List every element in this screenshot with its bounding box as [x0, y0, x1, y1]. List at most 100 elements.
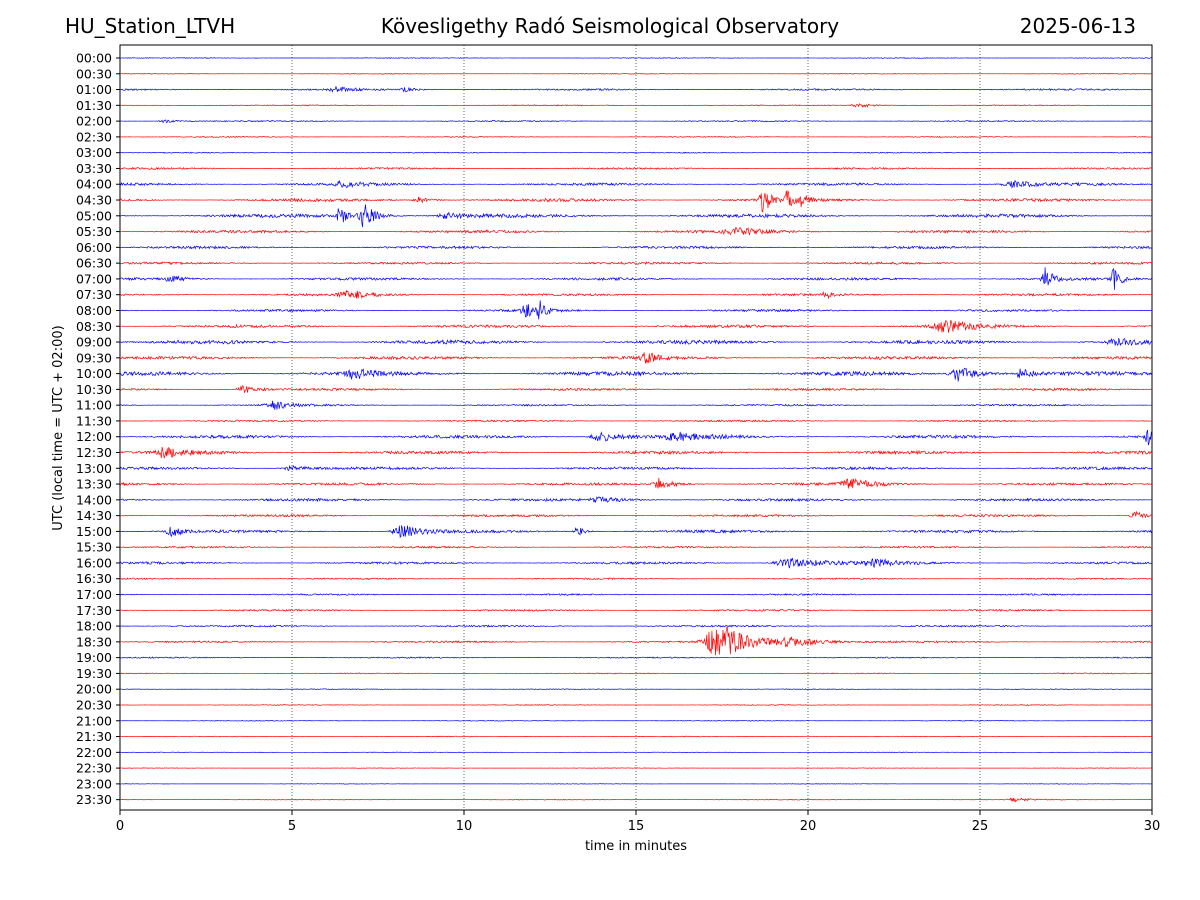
row-label-13: 06:30: [76, 256, 112, 271]
row-label-1: 00:30: [76, 66, 112, 81]
trace-row-5: [119, 135, 1153, 138]
trace-row-0: [119, 57, 1153, 59]
row-label-14: 07:00: [76, 271, 112, 286]
row-label-37: 18:30: [76, 634, 112, 649]
trace-row-34: [119, 593, 1153, 596]
row-label-10: 05:00: [76, 208, 112, 223]
row-label-33: 16:30: [76, 571, 112, 586]
trace-row-4: [119, 119, 1153, 124]
trace-row-31: [119, 545, 1153, 549]
trace-row-28: [119, 496, 1153, 503]
row-label-31: 15:30: [76, 540, 112, 555]
row-label-12: 06:00: [76, 240, 112, 255]
row-label-36: 18:00: [76, 619, 112, 634]
row-label-6: 03:00: [76, 145, 112, 160]
trace-row-41: [119, 704, 1153, 706]
row-label-30: 15:00: [76, 524, 112, 539]
trace-row-14: [119, 267, 1153, 290]
trace-row-2: [119, 86, 1153, 93]
trace-row-22: [119, 400, 1153, 410]
trace-row-45: [119, 767, 1153, 769]
observatory-name: Kövesligethy Radó Seismological Observat…: [380, 14, 840, 38]
trace-row-24: [119, 429, 1153, 446]
trace-row-29: [119, 510, 1153, 519]
row-label-29: 14:30: [76, 508, 112, 523]
x-tick-label-0: 0: [116, 819, 124, 834]
row-label-34: 17:00: [76, 587, 112, 602]
trace-row-18: [119, 337, 1153, 347]
row-label-15: 07:30: [76, 287, 112, 302]
trace-row-30: [119, 525, 1153, 538]
row-label-27: 13:30: [76, 477, 112, 492]
row-label-11: 05:30: [76, 224, 112, 239]
y-axis-label: UTC (local time = UTC + 02:00): [51, 325, 66, 530]
trace-row-11: [119, 227, 1153, 236]
row-label-4: 02:00: [76, 114, 112, 129]
x-axis-label: time in minutes: [585, 839, 687, 854]
row-label-9: 04:30: [76, 193, 112, 208]
trace-row-3: [119, 103, 1153, 108]
row-label-8: 04:00: [76, 177, 112, 192]
row-label-16: 08:00: [76, 303, 112, 318]
row-label-38: 19:00: [76, 650, 112, 665]
row-label-26: 13:00: [76, 461, 112, 476]
row-label-20: 10:00: [76, 366, 112, 381]
x-axis-ticks: 0 5 10 15 20 25 30: [116, 810, 1160, 834]
trace-row-26: [119, 464, 1153, 471]
trace-row-20: [119, 367, 1153, 382]
row-label-25: 12:30: [76, 445, 112, 460]
trace-row-40: [120, 688, 1153, 691]
trace-row-42: [119, 719, 1153, 722]
row-label-32: 16:00: [76, 555, 112, 570]
row-label-41: 20:30: [76, 697, 112, 712]
row-label-40: 20:00: [76, 682, 112, 697]
trace-row-32: [119, 557, 1153, 569]
trace-row-9: [119, 190, 1153, 213]
x-tick-label-4: 20: [800, 819, 817, 834]
trace-row-8: [119, 179, 1153, 189]
row-label-7: 03:30: [76, 161, 112, 176]
row-label-21: 10:30: [76, 382, 112, 397]
trace-row-46: [119, 783, 1153, 785]
trace-row-15: [119, 289, 1153, 300]
trace-row-38: [119, 656, 1153, 659]
row-time-labels: 00:0000:3001:0001:3002:0002:3003:0003:30…: [76, 51, 120, 807]
row-label-19: 09:30: [76, 350, 112, 365]
vertical-gridlines: [291, 45, 981, 810]
row-label-5: 02:30: [76, 129, 112, 144]
row-label-45: 22:30: [76, 761, 112, 776]
row-label-39: 19:30: [76, 666, 112, 681]
trace-row-13: [119, 261, 1153, 266]
row-label-2: 01:00: [76, 82, 112, 97]
trace-row-43: [119, 735, 1153, 738]
trace-row-44: [119, 751, 1153, 753]
row-label-3: 01:30: [76, 98, 112, 113]
station-name: HU_Station_LTVH: [65, 14, 236, 38]
row-label-17: 08:30: [76, 319, 112, 334]
trace-row-27: [119, 477, 1153, 489]
row-label-46: 23:00: [76, 776, 112, 791]
trace-row-19: [119, 352, 1153, 364]
trace-row-6: [119, 151, 1153, 154]
trace-row-25: [119, 446, 1153, 459]
trace-row-21: [119, 385, 1153, 393]
row-label-42: 21:00: [76, 713, 112, 728]
row-label-43: 21:30: [76, 729, 112, 744]
trace-row-12: [119, 245, 1153, 250]
trace-row-1: [119, 72, 1153, 75]
x-tick-label-5: 25: [972, 819, 989, 834]
trace-row-16: [119, 300, 1153, 320]
row-label-47: 23:30: [76, 792, 112, 807]
trace-row-10: [119, 204, 1153, 228]
row-label-23: 11:30: [76, 413, 112, 428]
x-tick-label-3: 15: [628, 819, 645, 834]
trace-row-7: [119, 166, 1153, 171]
trace-row-33: [119, 577, 1153, 581]
trace-row-47: [119, 797, 1153, 803]
row-label-22: 11:00: [76, 398, 112, 413]
row-label-28: 14:00: [76, 492, 112, 507]
trace-row-36: [119, 624, 1153, 628]
trace-row-39: [119, 672, 1153, 675]
